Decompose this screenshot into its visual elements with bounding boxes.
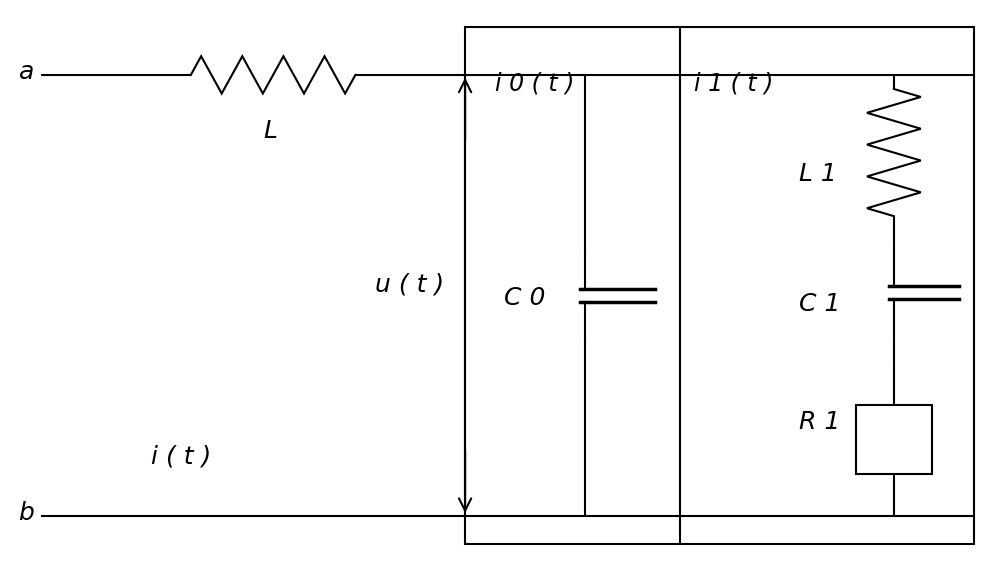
Text: L 1: L 1 (799, 162, 837, 186)
Text: b: b (18, 501, 34, 525)
Text: i 1 ( t ): i 1 ( t ) (694, 72, 774, 95)
Text: i ( t ): i ( t ) (151, 444, 211, 469)
Text: u ( t ): u ( t ) (375, 272, 444, 296)
Text: C 1: C 1 (799, 292, 841, 316)
Text: L: L (264, 119, 278, 143)
Bar (465, 27, 974, 544)
Text: R 1: R 1 (799, 411, 840, 435)
Text: i 0 ( t ): i 0 ( t ) (495, 72, 574, 95)
Text: C 0: C 0 (504, 286, 545, 310)
Text: a: a (19, 60, 34, 84)
Bar (856, 405, 932, 474)
